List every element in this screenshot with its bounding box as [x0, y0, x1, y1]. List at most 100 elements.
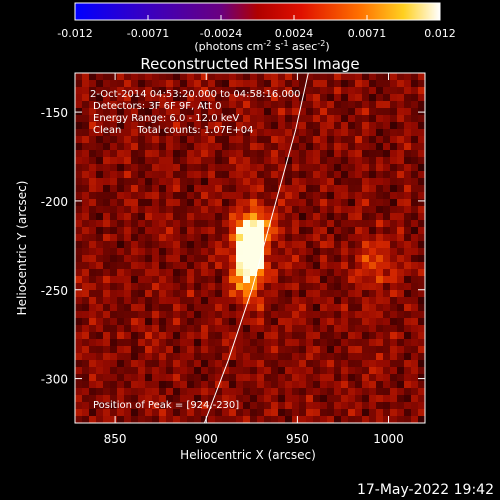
heatmap-cell	[299, 367, 307, 375]
heatmap-cell	[404, 346, 412, 354]
heatmap-cell	[292, 269, 300, 277]
heatmap-cell	[348, 395, 356, 403]
heatmap-cell	[341, 381, 349, 389]
heatmap-cell	[299, 164, 307, 172]
heatmap-cell	[383, 325, 391, 333]
heatmap-cell	[418, 276, 425, 284]
heatmap-cell	[194, 87, 202, 95]
heatmap-cell	[341, 150, 349, 158]
heatmap-cell	[341, 241, 349, 249]
heatmap-cell	[299, 150, 307, 158]
heatmap-cell	[229, 416, 237, 423]
heatmap-cell	[194, 346, 202, 354]
heatmap-cell	[369, 346, 377, 354]
heatmap-cell	[131, 339, 139, 347]
heatmap-cell	[376, 409, 384, 417]
heatmap-cell	[411, 395, 419, 403]
heatmap-cell	[404, 276, 412, 284]
heatmap-cell	[96, 325, 104, 333]
heatmap-cell	[411, 353, 419, 361]
heatmap-cell	[152, 374, 160, 382]
heatmap-cell	[299, 388, 307, 396]
heatmap-cell	[243, 248, 251, 256]
heatmap-cell	[418, 164, 425, 172]
heatmap-cell	[299, 241, 307, 249]
heatmap-cell	[271, 395, 279, 403]
heatmap-cell	[299, 290, 307, 298]
heatmap-cell	[278, 122, 286, 130]
heatmap-cell	[243, 101, 251, 109]
heatmap-cell	[369, 171, 377, 179]
heatmap-cell	[103, 409, 111, 417]
heatmap-cell	[96, 241, 104, 249]
heatmap-cell	[222, 311, 230, 319]
heatmap-cell	[411, 346, 419, 354]
heatmap-cell	[187, 206, 195, 214]
heatmap-cell	[369, 185, 377, 193]
heatmap-cell	[334, 213, 342, 221]
heatmap-cell	[229, 199, 237, 207]
heatmap-cell	[278, 227, 286, 235]
heatmap-cell	[404, 339, 412, 347]
heatmap-cell	[152, 122, 160, 130]
heatmap-cell	[348, 80, 356, 88]
heatmap-cell	[243, 136, 251, 144]
heatmap-cell	[355, 262, 363, 270]
heatmap-cell	[117, 262, 125, 270]
heatmap-cell	[264, 374, 272, 382]
heatmap-cell	[299, 332, 307, 340]
heatmap-cell	[250, 255, 258, 263]
heatmap-cell	[173, 101, 181, 109]
heatmap-cell	[117, 73, 125, 81]
heatmap-cell	[369, 73, 377, 81]
heatmap-cell	[89, 171, 97, 179]
heatmap-cell	[222, 262, 230, 270]
heatmap-cell	[362, 122, 370, 130]
heatmap-cell	[180, 374, 188, 382]
heatmap-cell	[397, 122, 405, 130]
heatmap-cell	[215, 129, 223, 137]
heatmap-cell	[152, 360, 160, 368]
heatmap-cell	[124, 311, 132, 319]
heatmap-cell	[166, 248, 174, 256]
heatmap-cell	[348, 234, 356, 242]
heatmap-cell	[292, 164, 300, 172]
heatmap-cell	[208, 164, 216, 172]
heatmap-cell	[250, 87, 258, 95]
heatmap-cell	[201, 402, 209, 410]
heatmap-cell	[215, 136, 223, 144]
heatmap-cell	[96, 164, 104, 172]
heatmap-cell	[201, 318, 209, 326]
heatmap-cell	[110, 269, 118, 277]
heatmap-cell	[397, 311, 405, 319]
solar-limb-line	[203, 73, 309, 423]
heatmap-cell	[341, 108, 349, 116]
heatmap-cell	[194, 276, 202, 284]
heatmap-cell	[376, 248, 384, 256]
heatmap-cell	[222, 381, 230, 389]
heatmap-cell	[75, 276, 83, 284]
heatmap-cell	[243, 87, 251, 95]
heatmap-cell	[96, 227, 104, 235]
heatmap-cell	[390, 227, 398, 235]
heatmap-cell	[145, 80, 153, 88]
heatmap-cell	[404, 178, 412, 186]
heatmap-cell	[285, 353, 293, 361]
heatmap-cell	[369, 108, 377, 116]
heatmap-cell	[103, 283, 111, 291]
heatmap-cell	[194, 339, 202, 347]
heatmap-cell	[320, 290, 328, 298]
heatmap-cell	[96, 374, 104, 382]
heatmap-cell	[236, 318, 244, 326]
heatmap-cell	[194, 402, 202, 410]
heatmap-cell	[208, 241, 216, 249]
heatmap-cell	[243, 290, 251, 298]
heatmap-cell	[313, 94, 321, 102]
heatmap-cell	[306, 199, 314, 207]
heatmap-cell	[208, 185, 216, 193]
heatmap-cell	[124, 325, 132, 333]
heatmap-cell	[180, 192, 188, 200]
heatmap-cell	[397, 171, 405, 179]
heatmap-cell	[117, 248, 125, 256]
heatmap-cell	[103, 311, 111, 319]
